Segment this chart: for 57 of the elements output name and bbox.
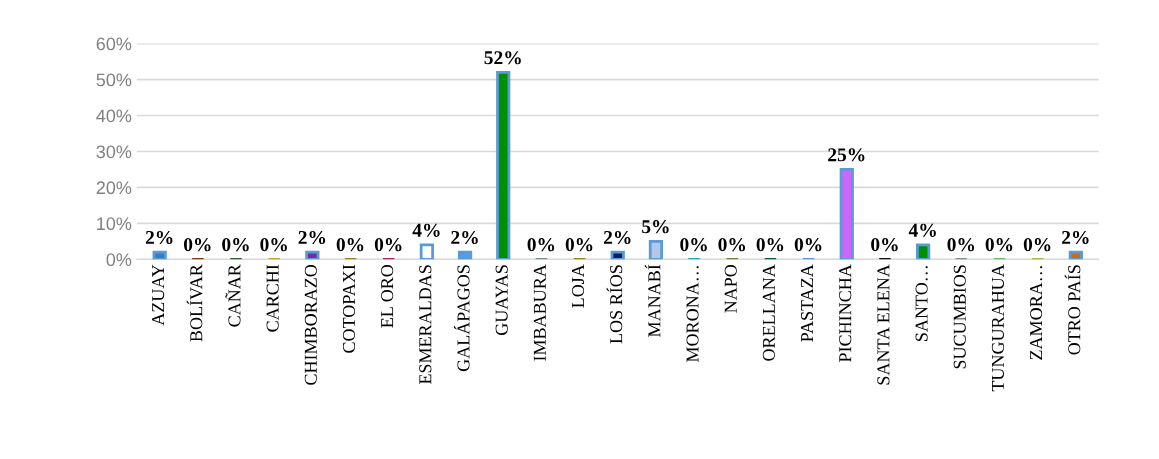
data-label: 0% bbox=[985, 238, 1013, 252]
data-label: 5% bbox=[642, 220, 669, 234]
data-label: 0% bbox=[794, 238, 822, 252]
x-tick-label: ORELLANA bbox=[762, 264, 775, 361]
x-tick-label: NAPO bbox=[724, 264, 737, 313]
x-tick-label: CAÑAR bbox=[225, 264, 241, 327]
y-tick-label: 20% bbox=[96, 181, 132, 195]
data-label: 52% bbox=[484, 51, 521, 65]
x-tick-label: GUAYAS bbox=[495, 265, 508, 336]
x-tick-label: IMBABURA bbox=[533, 264, 546, 361]
x-tick-label: GALÁPAGOS bbox=[453, 265, 470, 372]
x-tick-label: CHIMBORAZO bbox=[304, 264, 317, 385]
data-label: 2% bbox=[603, 230, 631, 245]
x-tick-label: PICHINCHA bbox=[839, 264, 852, 362]
data-label: 0% bbox=[336, 238, 364, 252]
x-tick-label: PASTAZA bbox=[801, 264, 814, 342]
data-label: 0% bbox=[184, 238, 211, 252]
x-tick-label: SANTO… bbox=[915, 266, 928, 341]
data-label: 4% bbox=[908, 223, 936, 237]
data-label: 0% bbox=[756, 238, 784, 252]
x-tick-label: LOJA bbox=[571, 264, 585, 308]
data-label: 2% bbox=[145, 230, 173, 245]
data-label: 25% bbox=[828, 148, 865, 162]
data-label: 2% bbox=[298, 230, 326, 245]
x-tick-label: COTOPAXI bbox=[342, 264, 356, 353]
data-label: 0% bbox=[680, 238, 707, 252]
x-tick-label: MORONA… bbox=[686, 266, 699, 362]
y-tick-label: 10% bbox=[97, 217, 132, 231]
y-tick-label: 40% bbox=[96, 109, 132, 123]
data-label: 0% bbox=[1023, 238, 1051, 252]
x-tick-label: MANABÍ bbox=[644, 264, 661, 337]
x-tick-label: SUCUMBIOS bbox=[953, 265, 966, 369]
data-label: 0% bbox=[947, 238, 975, 252]
x-tick-label: EL ORO bbox=[381, 264, 394, 328]
data-label: 0% bbox=[260, 238, 287, 252]
data-label: 2% bbox=[451, 230, 478, 245]
data-label: 0% bbox=[222, 238, 249, 252]
data-label: 0% bbox=[565, 238, 593, 252]
x-tick-label: LOS RÍOS bbox=[606, 265, 623, 344]
x-tick-label: ZAMORA… bbox=[1030, 266, 1043, 360]
x-tick-label: TUNGURAHUA bbox=[991, 264, 1004, 392]
x-tick-label: BOLÍVAR bbox=[186, 264, 203, 342]
x-tick-label: SANTA ELENA bbox=[877, 264, 890, 385]
x-tick-label: AZUAY bbox=[152, 264, 165, 326]
x-tick-label: CARCHI bbox=[266, 264, 279, 332]
data-label: 0% bbox=[871, 238, 898, 252]
data-label: 0% bbox=[374, 238, 402, 252]
data-label: 0% bbox=[718, 238, 746, 252]
data-label: 0% bbox=[527, 238, 555, 252]
y-tick-label: 30% bbox=[96, 145, 132, 159]
x-tick-label: ESMERALDAS bbox=[419, 265, 432, 385]
y-tick-label: 50% bbox=[96, 73, 132, 87]
data-label: 4% bbox=[412, 223, 440, 237]
y-tick-label: 0% bbox=[106, 253, 132, 267]
y-tick-label: 60% bbox=[96, 37, 132, 51]
data-label: 2% bbox=[1062, 230, 1089, 245]
x-tick-label: OTRO PAÍS bbox=[1064, 265, 1081, 355]
